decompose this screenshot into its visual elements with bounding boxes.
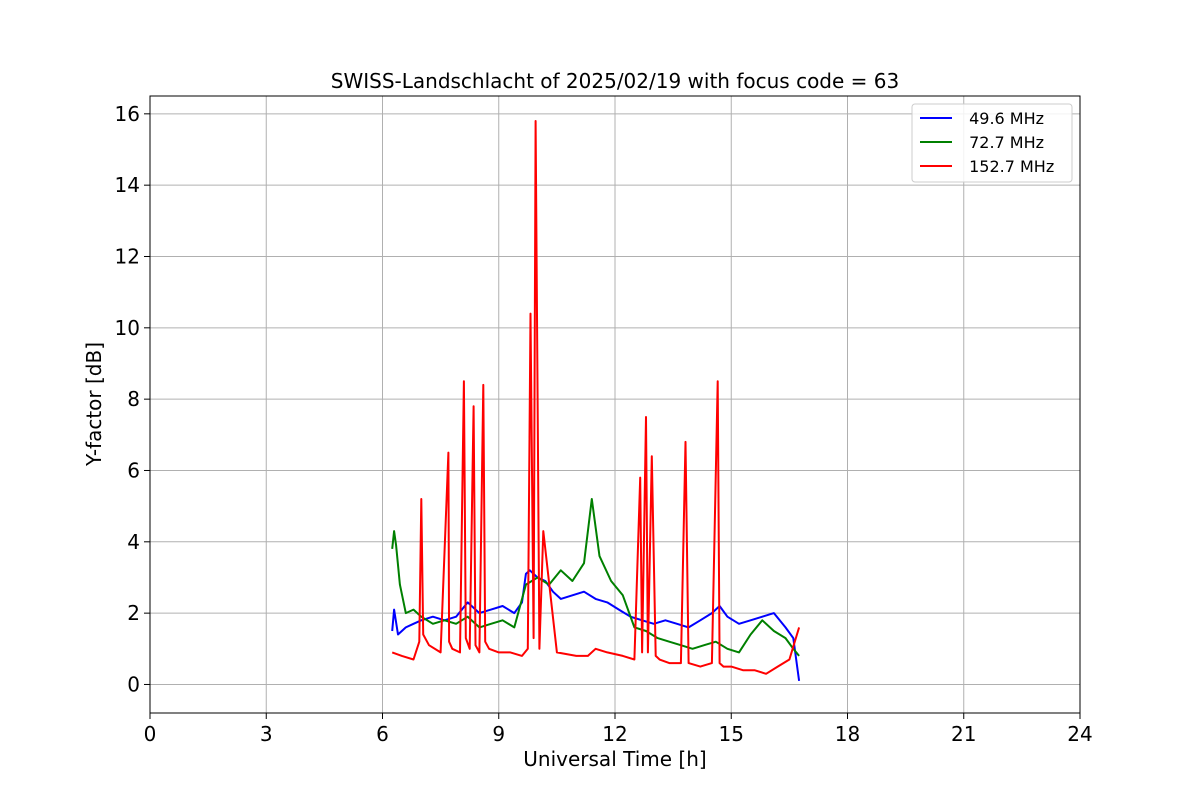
- x-tick-label-7: 21: [951, 722, 976, 746]
- x-tick-label-2: 6: [376, 722, 389, 746]
- x-axis-label: Universal Time [h]: [523, 747, 706, 771]
- x-tick-label-1: 3: [260, 722, 273, 746]
- x-tick-label-5: 15: [719, 722, 744, 746]
- x-tick-label-0: 0: [144, 722, 157, 746]
- series-layer: [391, 120, 801, 682]
- legend-box: [911, 103, 1073, 183]
- y-tick-label-5: 10: [115, 316, 140, 340]
- x-tick-label-4: 12: [602, 722, 627, 746]
- y-tick-label-0: 0: [127, 672, 140, 696]
- y-tick-label-3: 6: [127, 458, 140, 482]
- gridlines: [149, 96, 1081, 713]
- y-tick-label-2: 4: [127, 530, 140, 554]
- y-tick-label-1: 2: [127, 601, 140, 625]
- legend-entry-0: 49.6 MHz: [964, 109, 1044, 128]
- y-tick-label-8: 16: [115, 102, 140, 126]
- y-tick-label-6: 12: [115, 244, 140, 268]
- series-line-1: [391, 498, 800, 657]
- legend: 49.6 MHz 72.7 MHz 152.7 MHz: [911, 103, 1073, 183]
- x-tick-label-3: 9: [492, 722, 505, 746]
- y-axis-ticks: 0 2 4 6 8 10 12 14 16: [115, 102, 150, 696]
- series-line-2: [391, 120, 801, 675]
- x-tick-label-8: 24: [1067, 722, 1092, 746]
- y-tick-label-4: 8: [127, 387, 140, 411]
- y-axis-label: Y-factor [dB]: [82, 342, 106, 467]
- legend-entry-2: 152.7 MHz: [964, 157, 1054, 176]
- x-tick-label-6: 18: [835, 722, 860, 746]
- x-axis-ticks: 0 3 6 9 12 15 18 21 24: [144, 713, 1093, 746]
- chart-title: SWISS-Landschlacht of 2025/02/19 with fo…: [331, 69, 899, 93]
- legend-entry-1: 72.7 MHz: [964, 133, 1044, 152]
- series-line-0: [391, 569, 801, 682]
- y-tick-label-7: 14: [115, 173, 140, 197]
